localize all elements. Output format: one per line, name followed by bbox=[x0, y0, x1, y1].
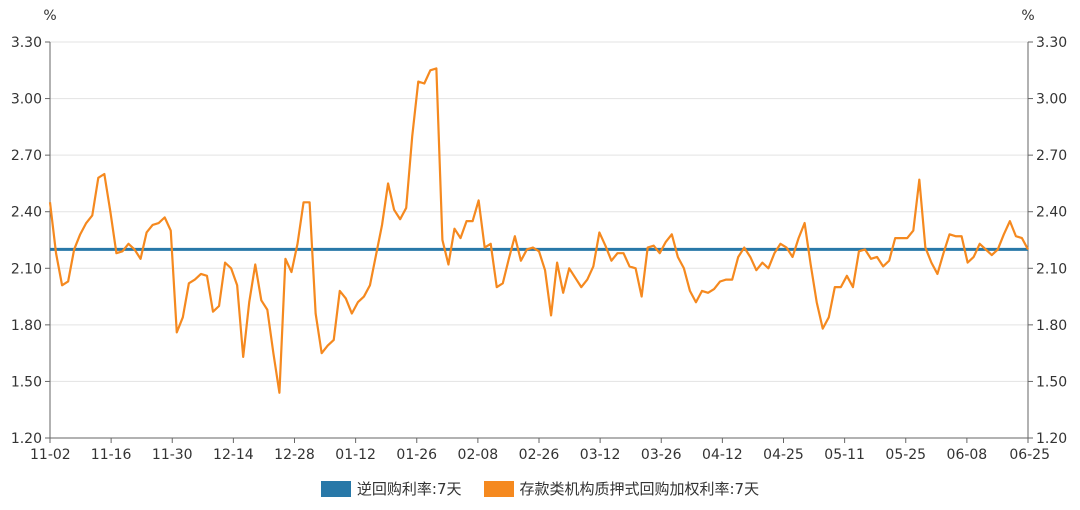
left-y-tick-labels: 1.20 1.50 1.80 2.10 2.40 2.70 3.00 3.30 bbox=[11, 35, 42, 447]
left-y-tick-label: 1.50 bbox=[11, 374, 42, 390]
legend-item-reverse-repo[interactable]: 逆回购利率:7天 bbox=[320, 478, 462, 499]
right-y-tick-label: 1.80 bbox=[1036, 318, 1067, 334]
x-tick-label: 01-26 bbox=[396, 447, 437, 463]
x-tick-label: 06-08 bbox=[947, 447, 988, 463]
right-y-tick-label: 2.40 bbox=[1036, 205, 1067, 221]
line-chart: % % 1.20 1.50 1.80 2.10 2.40 2.70 3.00 3.30 1.2… bbox=[11, 8, 1067, 463]
x-tick-label: 11-02 bbox=[30, 447, 71, 463]
left-y-tick-label: 2.70 bbox=[11, 148, 42, 164]
x-tick-label: 12-28 bbox=[274, 447, 315, 463]
x-tick-label: 06-25 bbox=[1009, 447, 1050, 463]
legend-label-reverse-repo: 逆回购利率:7天 bbox=[356, 480, 462, 498]
right-y-tick-label: 2.10 bbox=[1036, 261, 1067, 277]
left-y-tick-label: 1.80 bbox=[11, 318, 42, 334]
axes bbox=[45, 41, 1033, 443]
x-tick-label: 04-25 bbox=[763, 447, 804, 463]
x-tick-label: 12-14 bbox=[213, 447, 254, 463]
x-tick-label: 11-30 bbox=[152, 447, 193, 463]
x-tick-label: 05-25 bbox=[885, 447, 926, 463]
right-y-tick-label: 2.70 bbox=[1036, 148, 1067, 164]
legend-swatch-pledged-repo bbox=[483, 480, 514, 497]
left-y-tick-label: 2.10 bbox=[11, 261, 42, 277]
legend-item-pledged-repo[interactable]: 存款类机构质押式回购加权利率:7天 bbox=[483, 478, 760, 499]
right-y-tick-labels: 1.20 1.50 1.80 2.10 2.40 2.70 3.00 3.30 bbox=[1036, 35, 1067, 447]
x-tick-label: 03-12 bbox=[580, 447, 621, 463]
left-y-tick-label: 1.20 bbox=[11, 431, 42, 447]
left-y-tick-label: 3.30 bbox=[11, 35, 42, 51]
series-line-1 bbox=[48, 67, 1029, 394]
x-tick-label: 11-16 bbox=[91, 447, 132, 463]
right-y-tick-label: 1.50 bbox=[1036, 374, 1067, 390]
right-y-tick-label: 1.20 bbox=[1036, 431, 1067, 447]
x-tick-label: 02-08 bbox=[458, 447, 499, 463]
left-y-unit-label: % bbox=[43, 8, 56, 24]
right-y-tick-label: 3.00 bbox=[1036, 92, 1067, 108]
right-y-unit-label: % bbox=[1021, 8, 1034, 24]
grid-lines bbox=[50, 41, 1028, 439]
x-tick-labels: 11-02 11-16 11-30 12-14 12-28 01-12 01-26 02-08… bbox=[30, 447, 1050, 463]
left-y-tick-label: 3.00 bbox=[11, 92, 42, 108]
right-y-tick-label: 3.30 bbox=[1036, 35, 1067, 51]
x-tick-label: 05-11 bbox=[824, 447, 865, 463]
legend: 逆回购利率:7天 存款类机构质押式回购加权利率:7天 bbox=[0, 478, 1080, 499]
left-y-tick-label: 2.40 bbox=[11, 205, 42, 221]
legend-label-pledged-repo: 存款类机构质押式回购加权利率:7天 bbox=[519, 480, 760, 498]
x-tick-label: 04-12 bbox=[702, 447, 743, 463]
x-tick-label: 01-12 bbox=[335, 447, 376, 463]
x-tick-label: 03-26 bbox=[641, 447, 682, 463]
x-tick-label: 02-26 bbox=[519, 447, 560, 463]
series-lines bbox=[48, 67, 1029, 394]
legend-swatch-reverse-repo bbox=[320, 480, 351, 497]
